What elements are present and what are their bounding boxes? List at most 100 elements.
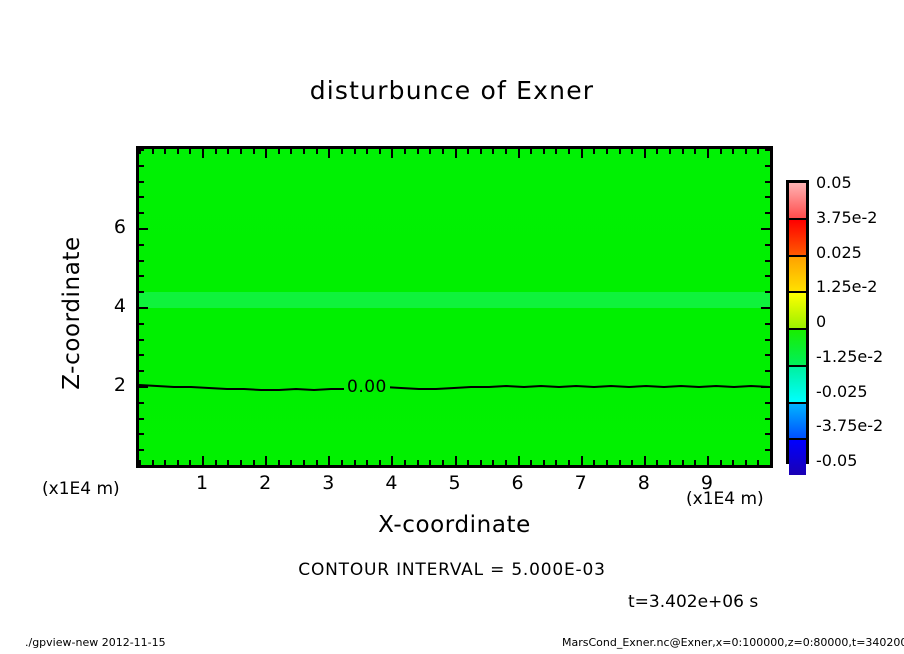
x-tick-minor (681, 460, 684, 465)
y-tick-minor (139, 275, 144, 278)
x-tick-top-major (706, 149, 709, 158)
y-tick-right-minor (765, 259, 770, 262)
x-tick-major (328, 456, 331, 465)
chart-title: disturbunce of Exner (309, 76, 595, 105)
y-tick-right-minor (765, 180, 770, 183)
y-tick-right-minor (765, 417, 770, 420)
y-tick-minor (139, 164, 144, 167)
x-tick-minor (479, 460, 482, 465)
x-tick-top-minor (239, 149, 242, 154)
colorbar-band (789, 183, 806, 218)
x-tick-minor (631, 460, 634, 465)
x-tick-top-minor (252, 149, 255, 154)
y-tick-minor (139, 291, 144, 294)
colorbar-tick-label: -3.75e-2 (816, 416, 884, 436)
x-tick-top-minor (605, 149, 608, 154)
x-tick-top-minor (139, 149, 141, 154)
x-tick-minor (441, 460, 444, 465)
colorbar-tick-label: 1.25e-2 (816, 277, 878, 297)
x-tick-label: 5 (448, 472, 461, 494)
x-tick-top-minor (757, 149, 760, 154)
x-tick-major (643, 456, 646, 465)
colorbar-band (789, 364, 806, 402)
x-tick-top-minor (378, 149, 381, 154)
y-tick-right-minor (765, 196, 770, 199)
x-tick-minor (214, 460, 217, 465)
x-tick-top-minor (568, 149, 571, 154)
x-tick-minor (605, 460, 608, 465)
x-tick-top-major (643, 149, 646, 158)
y-tick-right-minor (765, 291, 770, 294)
x-tick-minor (757, 460, 760, 465)
x-tick-minor (404, 460, 407, 465)
colorbar-band (789, 438, 806, 475)
x-tick-top-minor (277, 149, 280, 154)
x-tick-minor (504, 460, 507, 465)
x-tick-minor (669, 460, 672, 465)
y-tick-right-major (761, 307, 770, 309)
time-annotation: t=3.402e+06 s (628, 592, 759, 612)
colorbar-tick-label: -1.25e-2 (816, 346, 884, 366)
y-tick-major (139, 228, 148, 230)
x-tick-top-minor (770, 149, 772, 154)
x-tick-top-minor (530, 149, 533, 154)
x-tick-top-major (265, 149, 268, 158)
x-tick-top-minor (290, 149, 293, 154)
colorbar-band (789, 328, 806, 365)
x-tick-major (202, 456, 205, 465)
y-tick-minor (139, 338, 144, 341)
x-tick-top-minor (479, 149, 482, 154)
y-tick-minor (139, 417, 144, 420)
colorbar (786, 180, 809, 475)
x-tick-minor (176, 460, 179, 465)
y-tick-right-minor (765, 370, 770, 373)
x-tick-top-minor (340, 149, 343, 154)
x-tick-top-minor (214, 149, 217, 154)
x-tick-label: 9 (700, 472, 713, 494)
x-tick-minor (378, 460, 381, 465)
y-tick-minor (139, 243, 144, 246)
colorbar-band (789, 291, 806, 328)
x-tick-minor (732, 460, 735, 465)
x-tick-minor (277, 460, 280, 465)
x-tick-minor (694, 460, 697, 465)
y-tick-major (139, 307, 148, 309)
x-tick-top-minor (618, 149, 621, 154)
y-tick-label: 4 (113, 295, 126, 317)
x-tick-minor (416, 460, 419, 465)
x-tick-minor (139, 460, 141, 465)
x-tick-top-minor (151, 149, 154, 154)
x-tick-minor (593, 460, 596, 465)
x-tick-minor (239, 460, 242, 465)
x-tick-minor (429, 460, 432, 465)
x-tick-top-minor (719, 149, 722, 154)
y-tick-label: 2 (113, 374, 126, 396)
x-tick-top-major (454, 149, 457, 158)
x-tick-major (391, 456, 394, 465)
y-tick-minor (139, 212, 144, 215)
contour-field (139, 149, 770, 465)
x-tick-label: 7 (574, 472, 587, 494)
x-tick-label: 2 (259, 472, 272, 494)
x-tick-top-minor (744, 149, 747, 154)
x-tick-top-minor (467, 149, 470, 154)
x-tick-top-major (391, 149, 394, 158)
x-tick-minor (568, 460, 571, 465)
y-tick-minor (139, 401, 144, 404)
colorbar-tick-label: -0.05 (816, 451, 858, 470)
y-tick-major (139, 386, 148, 388)
y-tick-right-minor (765, 354, 770, 357)
y-tick-right-minor (765, 149, 770, 151)
x-tick-minor (530, 460, 533, 465)
colorbar-tick-label: 0.05 (816, 173, 852, 192)
x-tick-minor (340, 460, 343, 465)
contour-label-0: 0.00 (344, 377, 390, 397)
plot-area: 0.00 (136, 146, 773, 468)
x-tick-top-minor (176, 149, 179, 154)
x-tick-top-minor (366, 149, 369, 154)
x-tick-major (706, 456, 709, 465)
x-tick-major (517, 456, 520, 465)
colorbar-tick-label: 3.75e-2 (816, 207, 878, 227)
y-tick-right-minor (765, 322, 770, 325)
x-tick-top-major (580, 149, 583, 158)
